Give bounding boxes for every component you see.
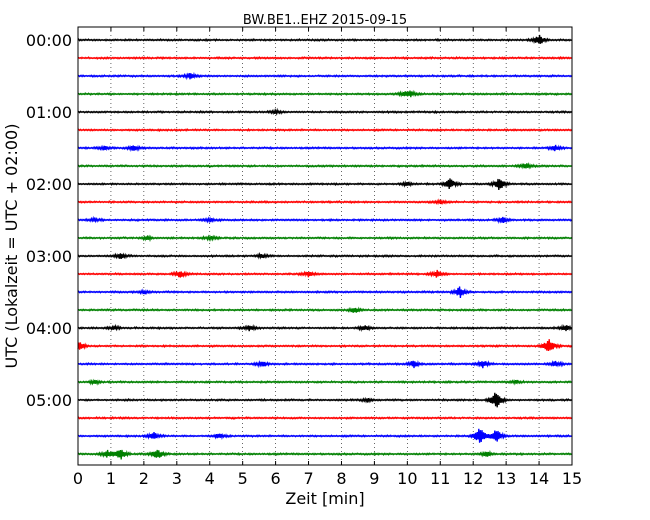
trace-0145 — [77, 161, 572, 170]
x-axis: 0 1 2 3 4 5 6 7 8 9 10 11 12 13 14 15 — [73, 27, 582, 488]
x-tick-label: 8 — [336, 469, 346, 488]
x-axis-label: Zeit [min] — [285, 489, 364, 508]
trace-0015 — [77, 55, 573, 61]
x-tick-label: 14 — [529, 469, 549, 488]
trace-0530 — [77, 428, 573, 443]
trace-0430 — [77, 359, 573, 369]
trace-0030 — [77, 71, 573, 81]
x-tick-label: 1 — [106, 469, 116, 488]
trace-0500 — [77, 392, 573, 408]
trace-0100 — [77, 107, 573, 116]
x-tick-label: 9 — [369, 469, 379, 488]
y-tick-label: 04:00 — [26, 319, 72, 338]
y-axis-label: UTC (Lokalzeit = UTC + 02:00) — [2, 124, 21, 369]
trace-0245 — [77, 234, 573, 243]
trace-0200 — [77, 178, 573, 190]
trace-0315 — [77, 269, 573, 279]
trace-0230 — [77, 215, 573, 224]
x-tick-label: 13 — [496, 469, 516, 488]
y-tick-label: 02:00 — [26, 175, 72, 194]
trace-0400 — [77, 323, 573, 333]
trace-0515 — [77, 415, 573, 421]
trace-0045 — [77, 89, 573, 98]
x-tick-label: 7 — [303, 469, 313, 488]
x-tick-label: 15 — [562, 469, 582, 488]
x-tick-label: 4 — [205, 469, 215, 488]
trace-0415 — [77, 339, 573, 351]
x-tick-label: 11 — [430, 469, 450, 488]
x-tick-label: 5 — [238, 469, 248, 488]
trace-group — [77, 34, 573, 460]
y-axis: 00:00 01:00 02:00 03:00 04:00 05:00 — [26, 31, 572, 410]
trace-0215 — [77, 198, 573, 206]
x-tick-label: 10 — [397, 469, 417, 488]
x-tick-label: 0 — [73, 469, 83, 488]
y-tick-label: 05:00 — [26, 391, 72, 410]
x-tick-label: 12 — [463, 469, 483, 488]
x-tick-label: 3 — [172, 469, 182, 488]
y-tick-label: 01:00 — [26, 103, 72, 122]
trace-0330 — [77, 286, 573, 298]
trace-0445 — [77, 378, 573, 386]
x-tick-label: 2 — [139, 469, 149, 488]
trace-0545 — [77, 449, 573, 460]
chart-title: BW.BE1..EHZ 2015-09-15 — [243, 13, 407, 28]
trace-0345 — [77, 306, 573, 313]
y-tick-label: 03:00 — [26, 247, 72, 266]
plot-frame — [77, 26, 573, 466]
x-tick-label: 6 — [271, 469, 281, 488]
trace-0115 — [77, 127, 573, 133]
trace-0000 — [77, 34, 572, 45]
trace-0130 — [77, 144, 573, 152]
trace-0300 — [77, 251, 573, 260]
y-tick-label: 00:00 — [26, 31, 72, 50]
